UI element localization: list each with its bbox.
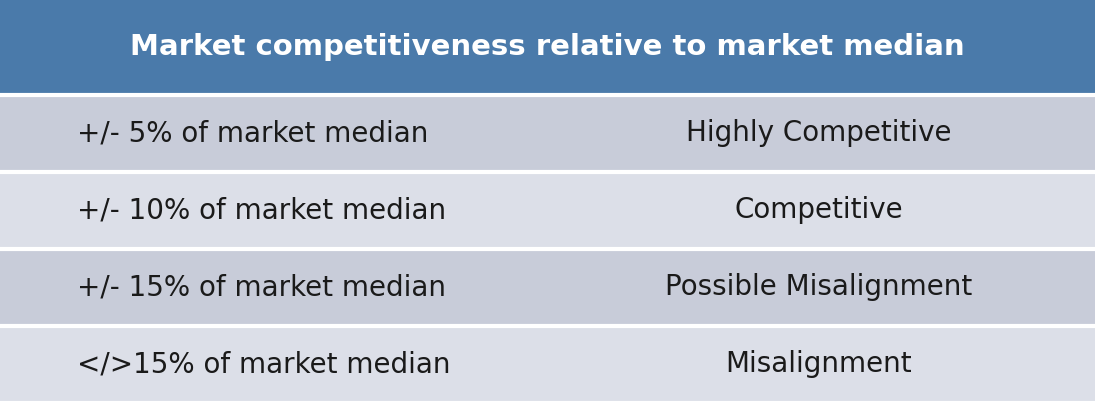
Text: +/- 10% of market median: +/- 10% of market median [77, 196, 446, 224]
Text: </>15% of market median: </>15% of market median [77, 351, 450, 378]
Bar [0, 95, 1095, 172]
Text: Highly Competitive: Highly Competitive [685, 119, 952, 147]
Bar [0, 0, 1095, 95]
Text: Misalignment: Misalignment [725, 351, 912, 378]
Text: Market competitiveness relative to market median: Market competitiveness relative to marke… [130, 33, 965, 61]
Bar [0, 249, 1095, 326]
Text: Possible Misalignment: Possible Misalignment [665, 273, 972, 301]
Bar [0, 172, 1095, 249]
Text: +/- 15% of market median: +/- 15% of market median [77, 273, 446, 301]
Text: Competitive: Competitive [735, 196, 902, 224]
Text: +/- 5% of market median: +/- 5% of market median [77, 119, 428, 147]
Bar [0, 326, 1095, 403]
